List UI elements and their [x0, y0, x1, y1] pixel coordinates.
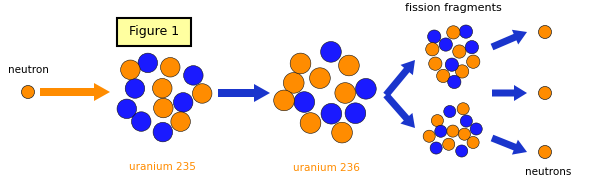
- Text: Figure 1: Figure 1: [129, 25, 179, 39]
- Circle shape: [538, 86, 552, 100]
- Circle shape: [447, 125, 459, 137]
- Circle shape: [117, 99, 137, 119]
- Circle shape: [439, 38, 453, 51]
- Circle shape: [456, 65, 469, 78]
- Circle shape: [121, 60, 140, 80]
- Circle shape: [138, 53, 158, 73]
- Polygon shape: [383, 93, 415, 128]
- Circle shape: [153, 122, 173, 142]
- Circle shape: [448, 75, 461, 89]
- Circle shape: [459, 25, 473, 38]
- Circle shape: [321, 42, 341, 62]
- Text: fission fragments: fission fragments: [405, 3, 501, 13]
- Circle shape: [335, 83, 356, 103]
- Circle shape: [444, 105, 456, 118]
- Circle shape: [467, 136, 479, 149]
- Text: uranium 236: uranium 236: [293, 163, 359, 173]
- Circle shape: [173, 93, 193, 112]
- Circle shape: [321, 103, 341, 124]
- Circle shape: [467, 55, 480, 68]
- Circle shape: [443, 138, 455, 150]
- Circle shape: [300, 113, 321, 133]
- Circle shape: [161, 58, 180, 77]
- Circle shape: [447, 26, 460, 39]
- Circle shape: [290, 53, 311, 74]
- Text: neutron: neutron: [8, 65, 48, 75]
- Circle shape: [332, 122, 352, 143]
- Circle shape: [538, 25, 552, 39]
- Circle shape: [538, 146, 552, 158]
- Circle shape: [153, 98, 173, 118]
- Circle shape: [423, 130, 435, 142]
- Circle shape: [192, 84, 212, 103]
- Circle shape: [153, 78, 172, 98]
- Polygon shape: [491, 30, 527, 50]
- Text: uranium 235: uranium 235: [128, 162, 195, 172]
- Circle shape: [427, 30, 441, 43]
- Polygon shape: [491, 135, 527, 155]
- Circle shape: [125, 79, 144, 98]
- Circle shape: [131, 112, 151, 131]
- Circle shape: [465, 40, 479, 54]
- Circle shape: [456, 145, 468, 157]
- Circle shape: [356, 78, 376, 99]
- Circle shape: [460, 115, 472, 127]
- Circle shape: [432, 115, 444, 127]
- Circle shape: [435, 125, 447, 137]
- Circle shape: [171, 112, 190, 131]
- FancyBboxPatch shape: [117, 18, 191, 46]
- Circle shape: [445, 58, 458, 71]
- Circle shape: [338, 55, 359, 76]
- Circle shape: [470, 123, 482, 135]
- Circle shape: [457, 103, 469, 115]
- Circle shape: [294, 92, 315, 112]
- Circle shape: [310, 68, 330, 89]
- Circle shape: [345, 103, 366, 124]
- Circle shape: [430, 142, 442, 154]
- Circle shape: [453, 45, 466, 58]
- Circle shape: [458, 128, 470, 140]
- Circle shape: [429, 57, 442, 70]
- Polygon shape: [492, 85, 527, 101]
- Polygon shape: [40, 83, 110, 101]
- Circle shape: [436, 69, 450, 83]
- Circle shape: [273, 90, 294, 111]
- Circle shape: [426, 43, 439, 56]
- Polygon shape: [383, 60, 415, 97]
- Circle shape: [284, 73, 304, 93]
- Text: neutrons: neutrons: [525, 167, 571, 177]
- Polygon shape: [218, 84, 270, 102]
- Circle shape: [184, 66, 203, 85]
- Circle shape: [21, 86, 35, 98]
